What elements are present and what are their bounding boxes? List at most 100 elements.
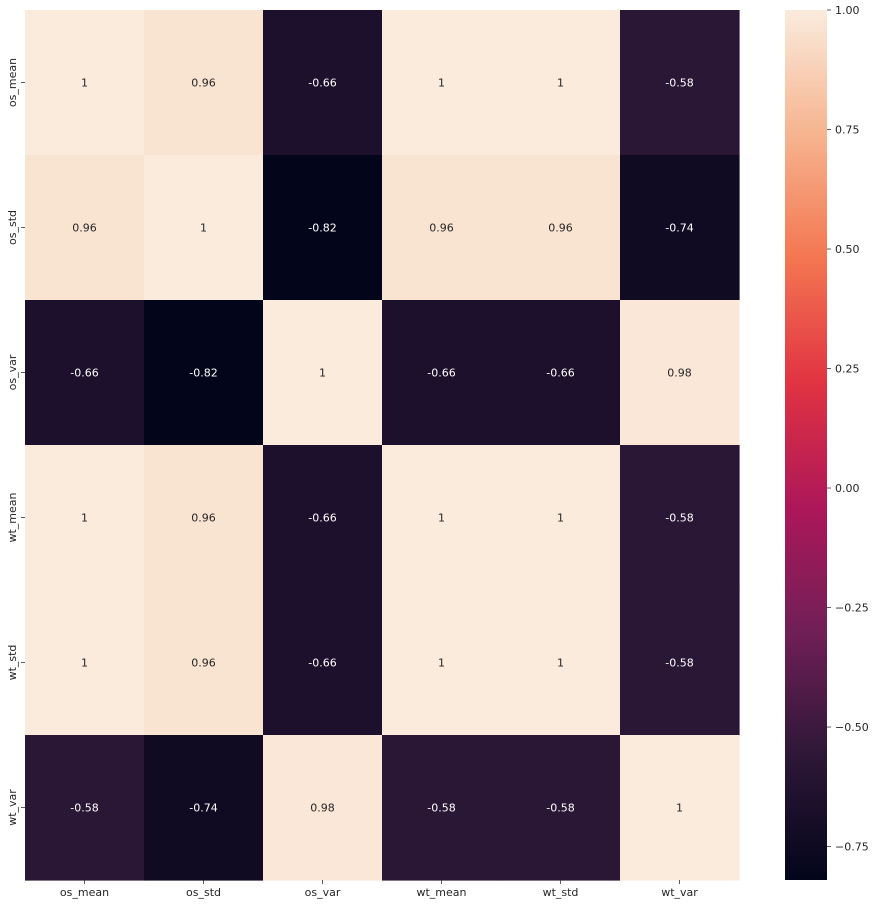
x-tick-label: os_var: [305, 886, 341, 899]
heatmap-cell: [620, 300, 740, 446]
heatmap-cell: [25, 590, 145, 736]
y-tick-label: os_var: [6, 354, 19, 390]
x-tick-label: wt_var: [661, 886, 698, 899]
heatmap-cell: [144, 445, 264, 591]
y-tick-label: os_std: [6, 210, 19, 245]
cell-annotation: 0.98: [667, 367, 692, 380]
y-tick-label: wt_var: [6, 789, 19, 826]
cell-annotation: -0.66: [308, 512, 336, 525]
cell-annotation: -0.58: [427, 802, 455, 815]
cell-annotation: -0.58: [70, 802, 98, 815]
heatmap-cell: [501, 590, 621, 736]
heatmap-cell: [25, 155, 145, 301]
heatmap-cell: [144, 590, 264, 736]
cell-annotation: -0.82: [189, 367, 217, 380]
cell-annotation: 1: [676, 802, 683, 815]
heatmap-cell: [144, 155, 264, 301]
cell-annotation: 1: [81, 512, 88, 525]
heatmap-cell: [382, 300, 502, 446]
cell-annotation: -0.66: [308, 657, 336, 670]
cell-annotation: 1: [557, 657, 564, 670]
cell-annotation: -0.58: [665, 77, 693, 90]
heatmap-cell: [620, 445, 740, 591]
cell-annotation: 0.96: [191, 657, 216, 670]
x-tick-label: os_std: [186, 886, 221, 899]
cell-annotation: 1: [200, 222, 207, 235]
cell-annotation: 1: [438, 77, 445, 90]
heatmap-cell: [144, 735, 264, 881]
heatmap-cell: [263, 10, 383, 156]
heatmap-cell: [25, 445, 145, 591]
cell-annotation: -0.58: [665, 512, 693, 525]
cell-annotation: 0.96: [191, 512, 216, 525]
cell-annotation: 0.96: [72, 222, 97, 235]
y-tick-label: wt_std: [6, 645, 19, 681]
colorbar: 1.00 0.75 0.50 0.25 0.00 −0.25 −0.50 −0.75: [785, 4, 869, 880]
cell-annotation: 1: [438, 512, 445, 525]
heatmap-cell: [263, 300, 383, 446]
cell-annotation: 1: [438, 657, 445, 670]
heatmap-cell: [25, 10, 145, 156]
cell-annotation: -0.74: [665, 222, 693, 235]
cell-annotation: -0.66: [70, 367, 98, 380]
y-axis-ticks: os_mean os_std os_var wt_mean wt_std wt_var: [6, 58, 25, 826]
cell-annotation: 1: [81, 77, 88, 90]
colorbar-tick-label: 0.25: [835, 363, 860, 376]
colorbar-tick-label: −0.75: [835, 841, 869, 854]
cell-annotation: 1: [557, 77, 564, 90]
heatmap-cell: [620, 10, 740, 156]
heatmap-cell: [382, 735, 502, 881]
heatmap-cell: [382, 445, 502, 591]
heatmap-cell: [501, 155, 621, 301]
heatmap-cell: [620, 590, 740, 736]
colorbar-tick-label: 0.50: [835, 243, 860, 256]
heatmap-cell: [25, 735, 145, 881]
heatmap-cells: [25, 10, 740, 881]
y-tick-label: os_mean: [6, 58, 19, 107]
heatmap-cell: [144, 10, 264, 156]
cell-annotation: 1: [557, 512, 564, 525]
heatmap-cell: [263, 155, 383, 301]
cell-annotation: -0.74: [189, 802, 217, 815]
heatmap-cell: [382, 155, 502, 301]
x-tick-label: wt_mean: [416, 886, 466, 899]
heatmap-cell: [501, 735, 621, 881]
cell-annotation: 1: [81, 657, 88, 670]
cell-annotation: -0.66: [308, 77, 336, 90]
cell-annotation: -0.66: [546, 367, 574, 380]
heatmap-cell: [620, 735, 740, 881]
colorbar-tick-label: 0.00: [835, 482, 860, 495]
heatmap-cell: [501, 10, 621, 156]
cell-annotation: -0.58: [546, 802, 574, 815]
cell-annotation: 0.96: [548, 222, 573, 235]
cell-annotation: 0.98: [310, 802, 335, 815]
heatmap-cell: [382, 590, 502, 736]
heatmap-cell: [25, 300, 145, 446]
heatmap-cell: [382, 10, 502, 156]
heatmap-cell: [501, 300, 621, 446]
cell-annotation: 1: [319, 367, 326, 380]
colorbar-tick-label: −0.25: [835, 602, 869, 615]
heatmap-cell: [620, 155, 740, 301]
heatmap-cell: [501, 445, 621, 591]
cell-annotation: 0.96: [429, 222, 454, 235]
cell-annotation: -0.58: [665, 657, 693, 670]
heatmap-cell: [263, 445, 383, 591]
colorbar-tick-label: 1.00: [835, 4, 860, 17]
y-tick-label: wt_mean: [6, 492, 19, 542]
x-axis-ticks: os_mean os_std os_var wt_mean wt_std wt_var: [60, 880, 698, 899]
x-tick-label: os_mean: [60, 886, 109, 899]
colorbar-gradient: [785, 10, 827, 880]
x-tick-label: wt_std: [543, 886, 579, 899]
colorbar-tick-label: 0.75: [835, 124, 860, 137]
heatmap-cell: [263, 735, 383, 881]
heatmap-cell: [263, 590, 383, 736]
cell-annotation: -0.82: [308, 222, 336, 235]
cell-annotation: 0.96: [191, 77, 216, 90]
heatmap-cell: [144, 300, 264, 446]
colorbar-tick-label: −0.50: [835, 721, 869, 734]
cell-annotations: 1 0.96 -0.66 1 1 -0.58 0.96 1 -0.82 0.96 0.96 -0.74…: [70, 77, 693, 815]
cell-annotation: -0.66: [427, 367, 455, 380]
